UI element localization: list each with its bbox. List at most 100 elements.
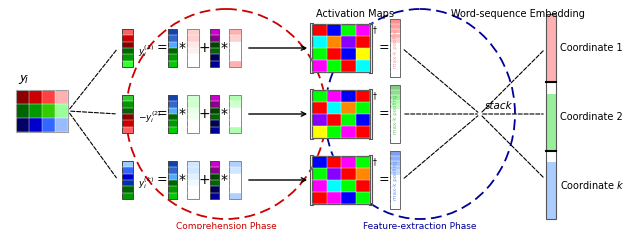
Bar xyxy=(326,36,341,48)
Bar xyxy=(210,54,219,61)
Bar xyxy=(390,48,400,53)
Bar xyxy=(355,126,370,138)
Bar xyxy=(390,151,400,156)
Bar xyxy=(229,114,241,120)
Bar xyxy=(390,156,400,161)
Text: =: = xyxy=(157,107,167,120)
Bar xyxy=(210,42,219,48)
Bar xyxy=(390,95,400,99)
Bar xyxy=(187,114,199,120)
Bar xyxy=(122,29,133,35)
Bar xyxy=(168,95,177,133)
Bar xyxy=(390,175,400,180)
Bar xyxy=(16,104,29,118)
Bar xyxy=(312,126,326,138)
Bar xyxy=(312,36,326,48)
Bar xyxy=(390,53,400,58)
Bar xyxy=(326,180,341,192)
Bar xyxy=(326,168,341,180)
Bar xyxy=(55,104,68,118)
Bar xyxy=(341,102,355,114)
Text: $y_i^{(1)}$: $y_i^{(1)}$ xyxy=(138,43,154,59)
Bar xyxy=(229,29,241,35)
Bar xyxy=(312,102,326,114)
Bar xyxy=(312,60,326,72)
Bar xyxy=(390,119,400,124)
Text: max-k pooling: max-k pooling xyxy=(392,28,397,68)
Bar xyxy=(187,95,199,101)
Bar xyxy=(312,192,326,204)
Bar xyxy=(326,90,341,102)
Bar xyxy=(546,94,556,105)
Bar xyxy=(390,170,400,175)
Text: $\dagger$: $\dagger$ xyxy=(372,157,378,169)
Bar xyxy=(355,36,370,48)
Bar xyxy=(546,128,556,139)
Bar xyxy=(341,24,355,36)
Bar xyxy=(122,29,133,67)
Bar xyxy=(168,120,177,127)
Bar xyxy=(390,204,400,209)
Bar xyxy=(390,151,400,209)
Bar xyxy=(546,139,556,151)
Bar xyxy=(16,90,29,104)
Bar xyxy=(168,161,177,167)
Bar xyxy=(187,174,199,180)
Bar xyxy=(229,127,241,133)
Bar xyxy=(168,127,177,133)
Bar xyxy=(210,101,219,108)
Text: $\mathcal{y}_i$: $\mathcal{y}_i$ xyxy=(18,72,29,86)
Bar xyxy=(355,60,370,72)
Bar xyxy=(546,162,556,173)
Text: stack: stack xyxy=(485,101,513,111)
Bar xyxy=(122,95,133,101)
Bar xyxy=(187,35,199,42)
Bar xyxy=(341,60,355,72)
Bar xyxy=(229,95,241,101)
Text: Activation Maps: Activation Maps xyxy=(316,9,394,19)
Text: Coordinate 1: Coordinate 1 xyxy=(560,43,623,53)
Text: $\dagger$: $\dagger$ xyxy=(372,25,378,36)
Bar xyxy=(355,168,370,180)
Bar xyxy=(341,90,355,102)
Text: max-k pooling: max-k pooling xyxy=(392,160,397,200)
Bar xyxy=(229,161,241,167)
Bar xyxy=(229,35,241,42)
Bar xyxy=(390,128,400,133)
Text: *: * xyxy=(179,107,186,121)
Bar xyxy=(42,118,55,132)
Bar xyxy=(355,90,370,102)
Bar xyxy=(341,36,355,48)
Bar xyxy=(229,61,241,67)
Bar xyxy=(312,156,326,168)
Bar xyxy=(229,108,241,114)
Bar xyxy=(312,156,370,204)
Bar xyxy=(390,43,400,48)
Text: =: = xyxy=(379,174,389,186)
Bar xyxy=(29,118,42,132)
Bar xyxy=(122,127,133,133)
Bar xyxy=(187,167,199,174)
Bar xyxy=(229,101,241,108)
Text: =: = xyxy=(379,107,389,120)
Bar xyxy=(210,61,219,67)
Bar xyxy=(390,124,400,128)
Bar xyxy=(326,192,341,204)
Text: +: + xyxy=(198,107,210,121)
Bar xyxy=(229,193,241,199)
Bar xyxy=(122,167,133,174)
Bar xyxy=(229,95,241,133)
Bar xyxy=(168,29,177,35)
Bar xyxy=(326,126,341,138)
Text: Word-sequence Embedding: Word-sequence Embedding xyxy=(451,9,585,19)
Bar xyxy=(390,58,400,63)
Bar xyxy=(168,101,177,108)
Bar xyxy=(390,190,400,194)
Bar xyxy=(390,109,400,114)
Bar xyxy=(210,95,219,101)
Bar xyxy=(16,118,29,132)
Text: *: * xyxy=(221,107,227,121)
Bar xyxy=(122,161,133,167)
Bar xyxy=(229,42,241,48)
Bar xyxy=(187,29,199,35)
